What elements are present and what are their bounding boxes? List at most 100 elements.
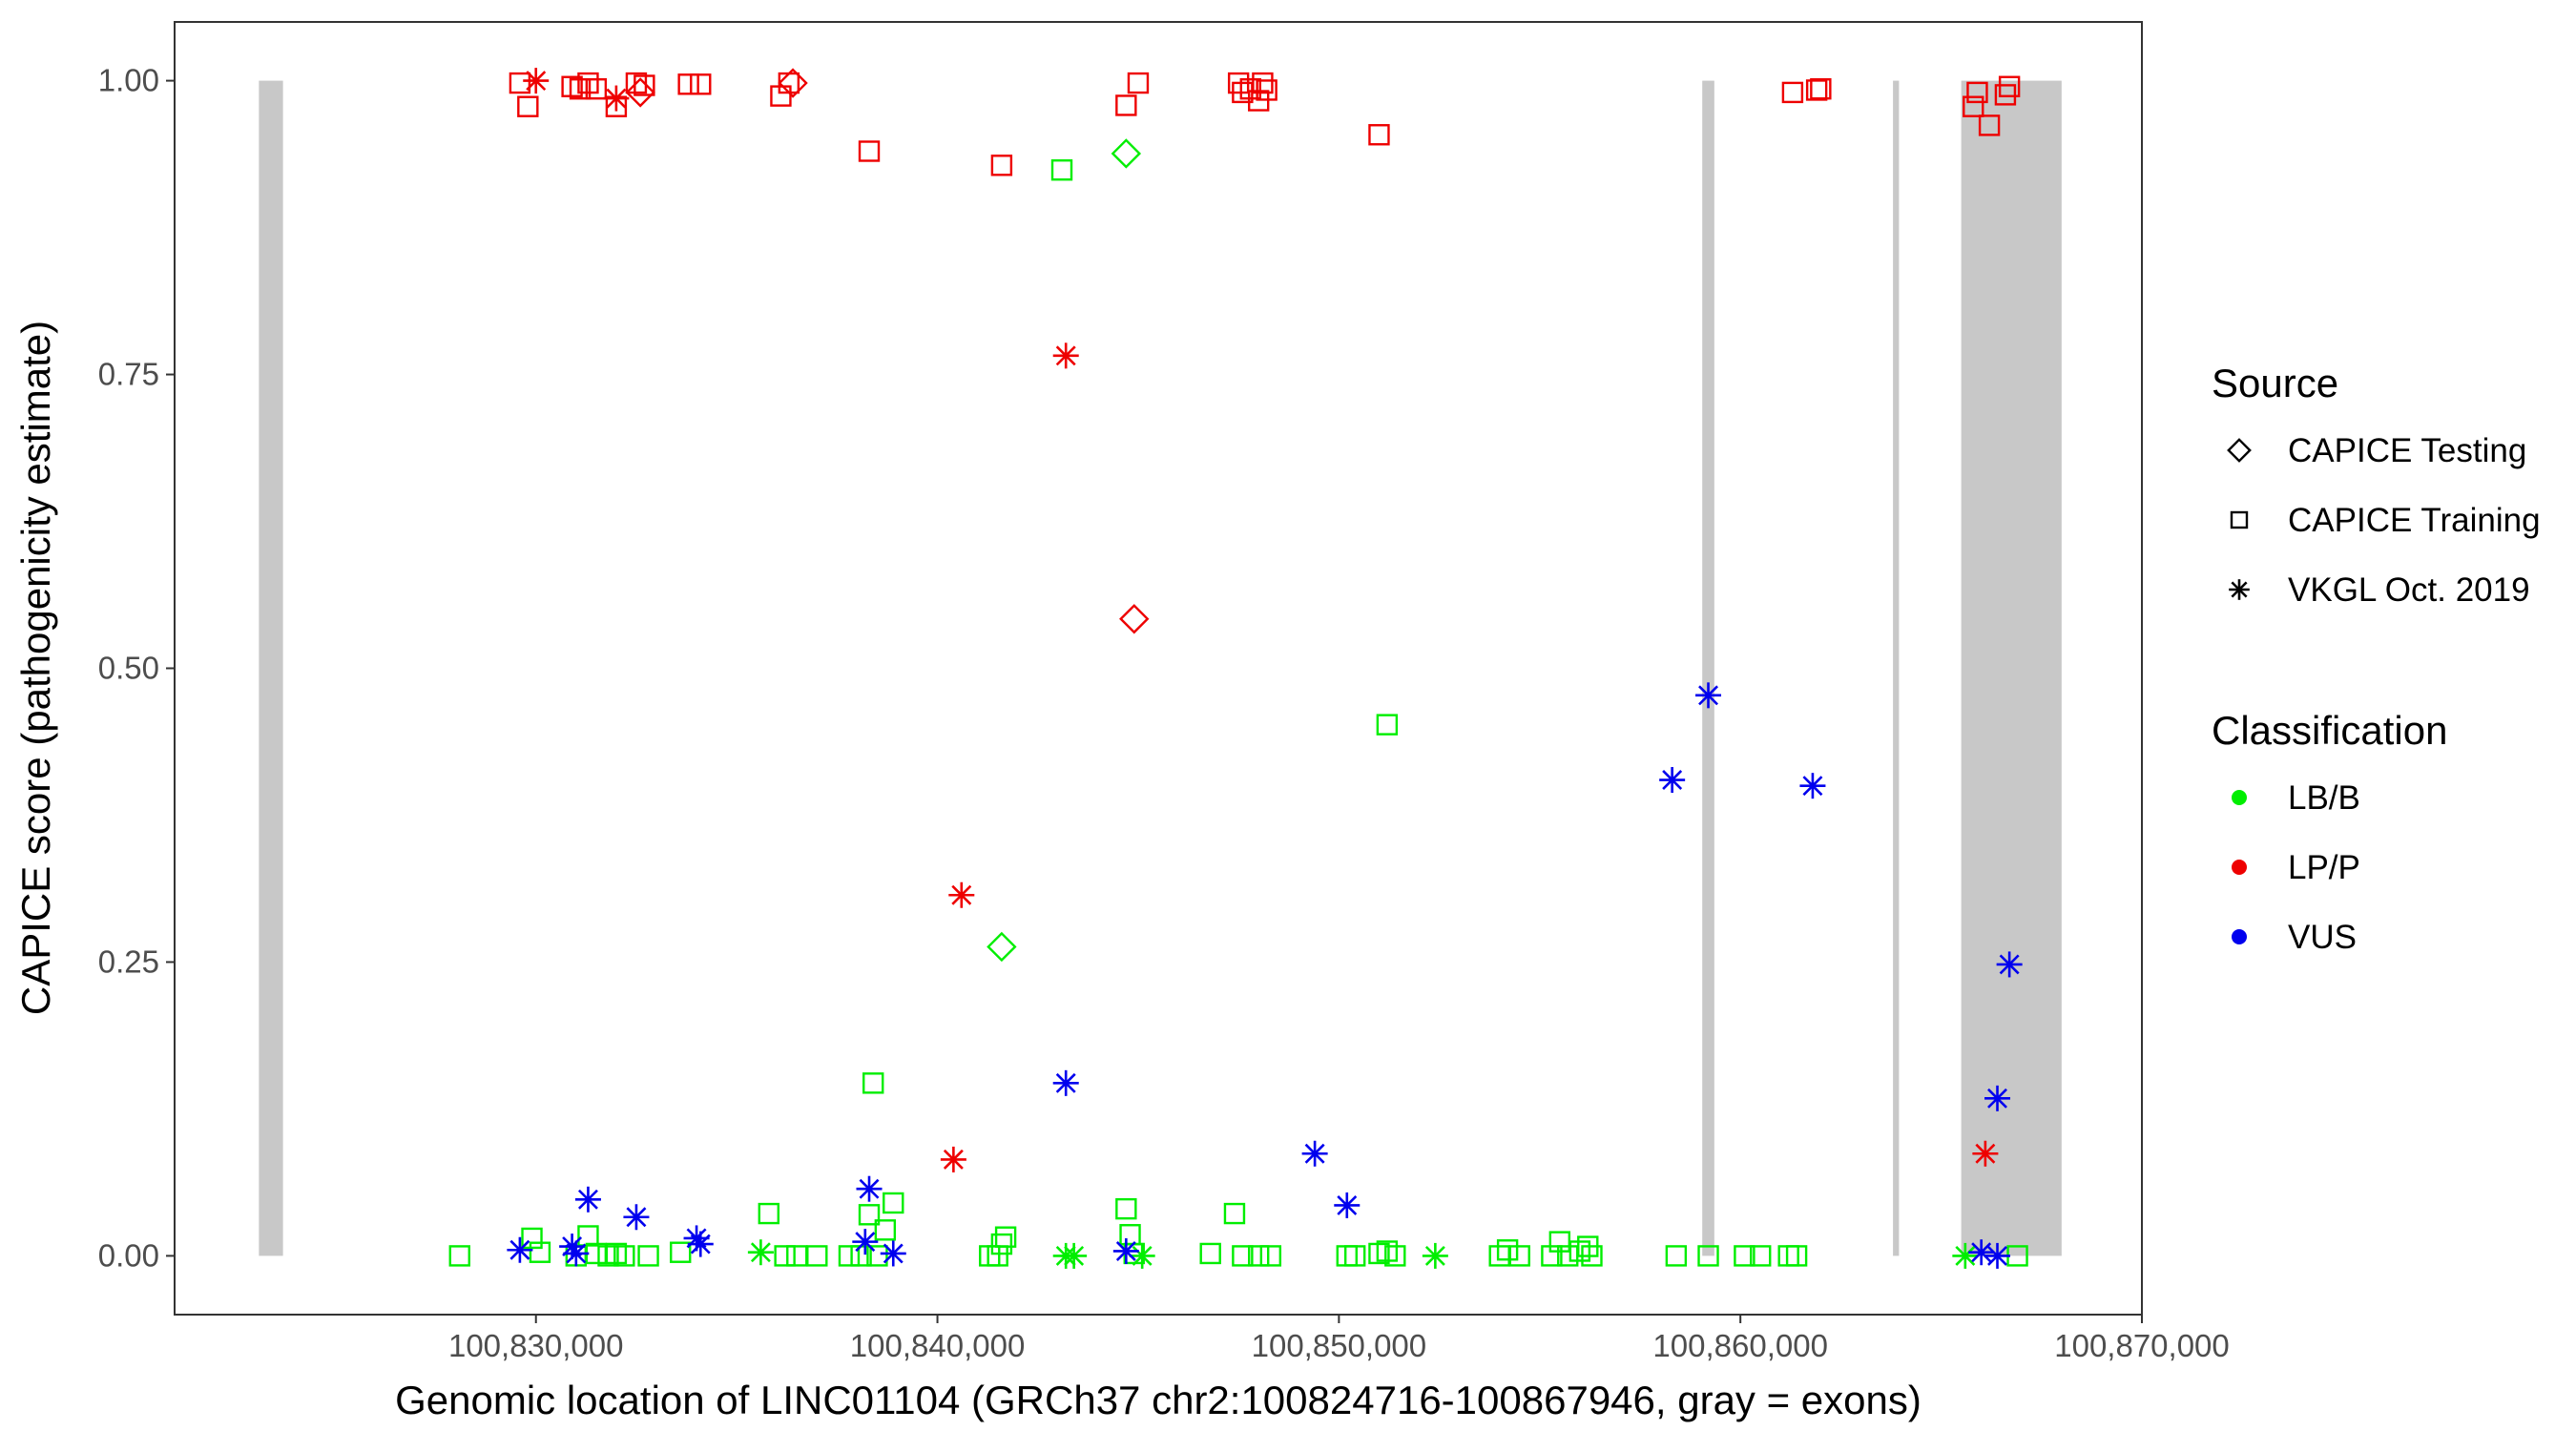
data-point-square bbox=[1994, 84, 2017, 106]
data-point-star bbox=[1129, 1242, 1155, 1269]
data-point-square bbox=[883, 1192, 904, 1214]
data-point-star bbox=[1422, 1242, 1448, 1269]
x-tick-label: 100,830,000 bbox=[448, 1328, 624, 1363]
data-point-square bbox=[613, 1245, 635, 1267]
data-point-square bbox=[786, 1245, 808, 1267]
data-point-square bbox=[838, 1245, 861, 1267]
data-point-star bbox=[523, 68, 550, 94]
data-point-square bbox=[862, 1072, 884, 1094]
data-point-square bbox=[690, 73, 712, 95]
data-point-square bbox=[1223, 1202, 1246, 1225]
data-point-square bbox=[1336, 1245, 1358, 1267]
plot-panel-border bbox=[174, 21, 2143, 1316]
x-tick-label: 100,840,000 bbox=[850, 1328, 1026, 1363]
data-point-square bbox=[1488, 1245, 1510, 1267]
data-point-square bbox=[561, 75, 583, 97]
exon-bands bbox=[259, 80, 2062, 1256]
data-point-square bbox=[770, 85, 792, 107]
y-axis-title: CAPICE score (pathogenicity estimate) bbox=[13, 321, 58, 1015]
data-point-diamond bbox=[987, 931, 1017, 963]
data-point-square bbox=[979, 1245, 1001, 1267]
legend-key-dot bbox=[2232, 860, 2247, 875]
legend-classification-title: Classification bbox=[2212, 708, 2447, 753]
data-point-square bbox=[585, 78, 608, 100]
data-point-square bbox=[1115, 94, 1137, 116]
data-point-square bbox=[987, 1245, 1008, 1267]
data-point-star bbox=[574, 1186, 601, 1213]
data-point-star bbox=[1061, 1242, 1088, 1269]
data-point-square bbox=[1496, 1239, 1519, 1261]
data-point-square bbox=[1343, 1245, 1366, 1267]
data-point-square bbox=[529, 1241, 551, 1263]
data-point-square bbox=[517, 95, 539, 117]
data-point-star bbox=[603, 85, 630, 112]
legend-classification-label: LB/B bbox=[2288, 779, 2360, 817]
data-point-square bbox=[1199, 1242, 1221, 1265]
data-point-square bbox=[1568, 1240, 1591, 1262]
x-tick-label: 100,870,000 bbox=[2054, 1328, 2230, 1363]
data-point-square bbox=[1508, 1245, 1530, 1267]
data-point-square bbox=[577, 72, 599, 94]
data-point-diamond bbox=[625, 77, 655, 108]
y-tick-label: 1.00 bbox=[98, 63, 159, 98]
data-point-square bbox=[577, 1225, 599, 1247]
data-point-square bbox=[1248, 1245, 1270, 1267]
data-point-square bbox=[597, 1245, 619, 1267]
data-point-star bbox=[1984, 1085, 2011, 1111]
axes: 0.00 0.25 0.50 0.75 1.00 100,830,000 100,840,0… bbox=[98, 63, 2230, 1363]
x-tick-label: 100,850,000 bbox=[1252, 1328, 1427, 1363]
data-point-star bbox=[852, 1229, 879, 1255]
data-point-square bbox=[1050, 159, 1073, 181]
exon-band bbox=[1893, 80, 1900, 1256]
data-point-square bbox=[1259, 1245, 1282, 1267]
data-point-star bbox=[880, 1240, 906, 1267]
x-tick-label: 100,860,000 bbox=[1652, 1328, 1828, 1363]
data-point-square bbox=[1376, 714, 1399, 736]
data-point-square bbox=[858, 140, 881, 162]
legend-source-title: Source bbox=[2212, 361, 2338, 405]
data-point-square bbox=[1368, 124, 1390, 146]
legend-classification-label: VUS bbox=[2288, 919, 2357, 956]
data-point-square bbox=[1781, 81, 1804, 104]
data-point-square bbox=[1966, 81, 1988, 104]
data-point-star bbox=[747, 1239, 774, 1266]
data-point-square bbox=[1978, 114, 2001, 136]
y-tick-label: 0.25 bbox=[98, 944, 159, 979]
x-axis-title: Genomic location of LINC01104 (GRCh37 ch… bbox=[395, 1378, 1922, 1422]
legend-classification-items: LB/B LP/P VUS bbox=[2232, 779, 2360, 956]
legend-key-dot bbox=[2232, 929, 2247, 944]
data-point-star bbox=[940, 1146, 966, 1172]
data-point-square bbox=[569, 78, 592, 100]
data-point-star bbox=[1984, 1242, 2011, 1269]
data-point-star bbox=[559, 1234, 586, 1260]
legend-classification-label: LP/P bbox=[2288, 849, 2360, 886]
legend-key-star bbox=[2229, 579, 2250, 600]
data-point-star bbox=[1952, 1242, 1979, 1269]
data-point-square bbox=[1368, 1242, 1390, 1265]
data-point-square bbox=[521, 1227, 543, 1250]
data-point-square bbox=[1777, 1245, 1799, 1267]
legend-source-label: VKGL Oct. 2019 bbox=[2288, 571, 2530, 609]
y-tick-label: 0.00 bbox=[98, 1237, 159, 1273]
data-point-square bbox=[874, 1219, 897, 1241]
legend: Source CAPICE Testing CAPICE Training VKGL… bbox=[2212, 361, 2541, 956]
data-point-star bbox=[1052, 342, 1079, 369]
data-point-square bbox=[1785, 1245, 1808, 1267]
data-point-square bbox=[866, 1245, 888, 1267]
data-point-star bbox=[856, 1175, 883, 1202]
data-point-square bbox=[1810, 78, 1832, 100]
data-point-square bbox=[1239, 78, 1261, 100]
data-point-diamond bbox=[1111, 138, 1142, 169]
data-point-square bbox=[1998, 75, 2021, 97]
exon-band bbox=[259, 80, 283, 1256]
data-point-square bbox=[1232, 1245, 1254, 1267]
data-point-square bbox=[1697, 1245, 1719, 1267]
data-point-star bbox=[1968, 1239, 1995, 1266]
data-points bbox=[448, 68, 2028, 1269]
legend-source-label: CAPICE Testing bbox=[2288, 432, 2526, 469]
data-point-square bbox=[806, 1245, 828, 1267]
data-point-square bbox=[1115, 1197, 1137, 1220]
data-point-square bbox=[448, 1245, 470, 1267]
data-point-star bbox=[1112, 1237, 1139, 1264]
